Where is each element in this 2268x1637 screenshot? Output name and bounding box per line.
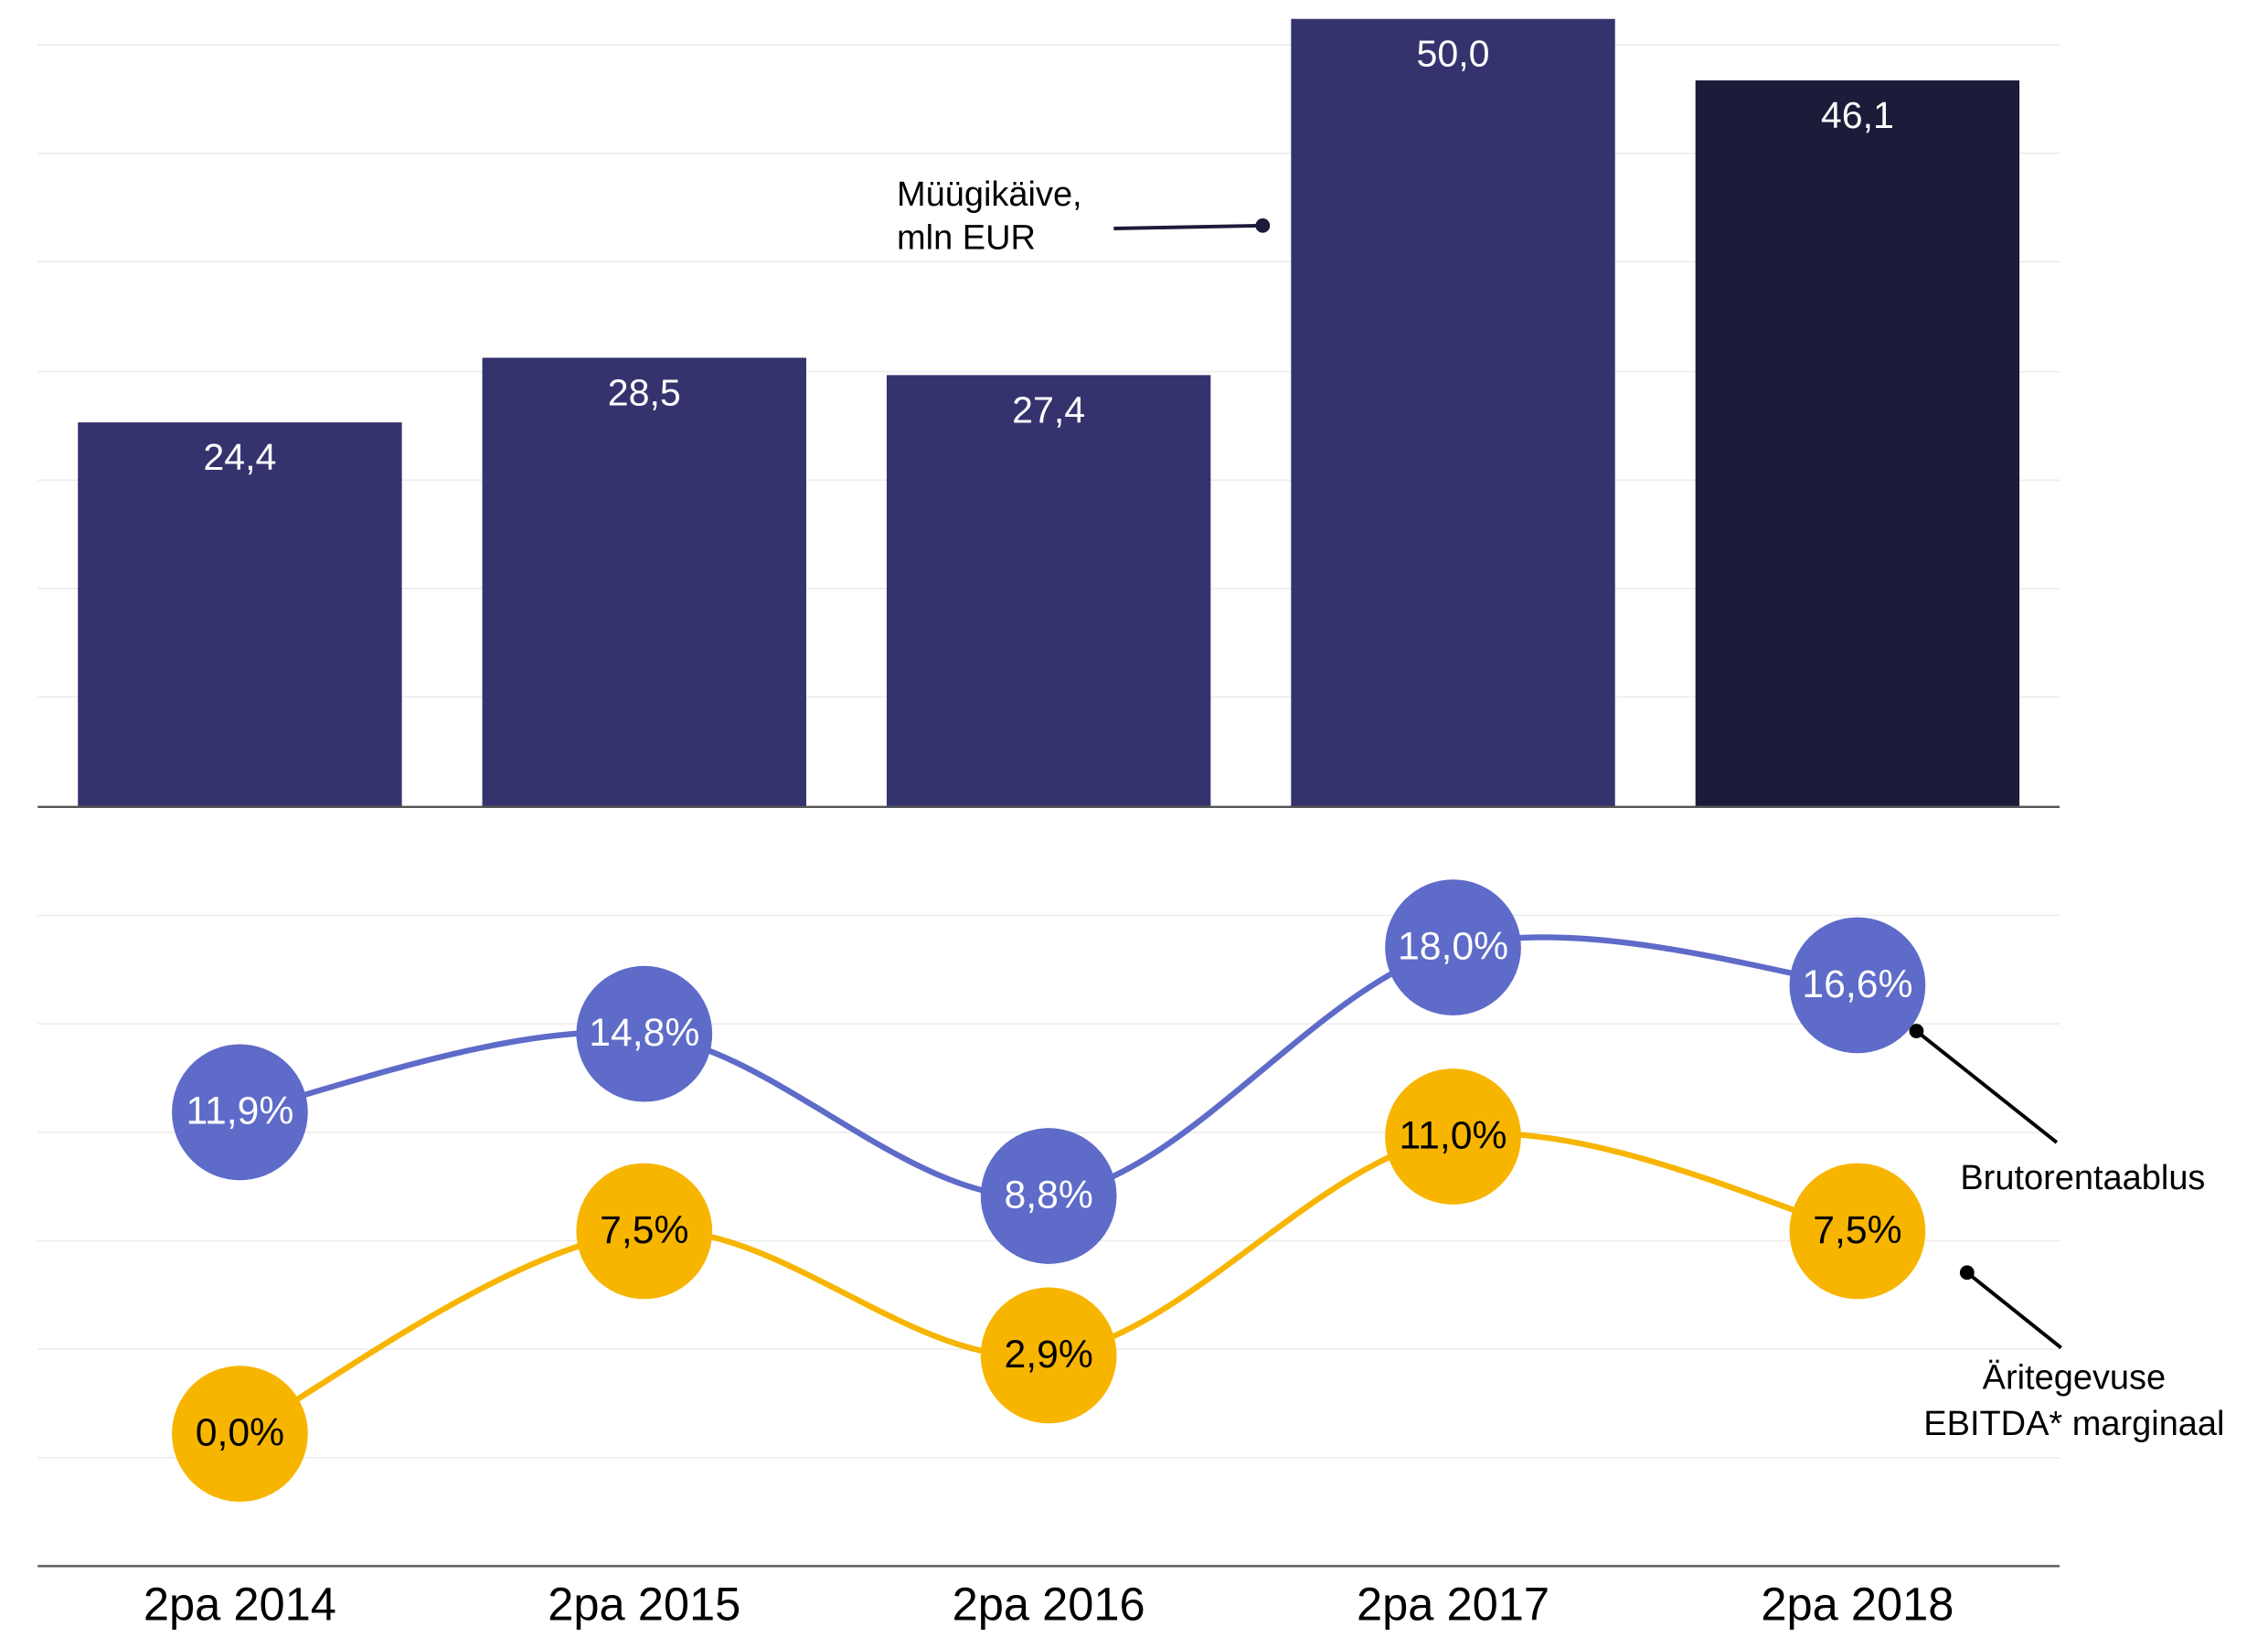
annotation: EBITDA* marginaal	[1923, 1405, 2224, 1443]
data-label: 28,5	[608, 371, 681, 413]
data-label: 11,0%	[1400, 1113, 1507, 1157]
marker	[1789, 917, 1926, 1054]
bar	[886, 375, 1211, 807]
data-label: 46,1	[1821, 94, 1894, 136]
marker	[1385, 879, 1521, 1015]
data-label: 24,4	[203, 436, 276, 478]
marker	[980, 1287, 1117, 1424]
data-label: 8,8%	[1004, 1173, 1092, 1217]
bar	[1291, 18, 1615, 807]
annotation-lines	[1113, 218, 2062, 1350]
data-label: 27,4	[1012, 388, 1085, 431]
data-label: 16,6%	[1802, 962, 1912, 1006]
x-tick-label: 2pa 2017	[1357, 1579, 1549, 1631]
x-tick-label: 2pa 2015	[548, 1579, 740, 1631]
annotation: Äritegevuse	[1983, 1358, 2167, 1397]
data-label: 18,0%	[1398, 924, 1508, 968]
data-label: 14,8%	[589, 1011, 699, 1055]
marker	[1385, 1068, 1521, 1205]
bar	[1695, 80, 2020, 807]
x-tick-label: 2pa 2018	[1761, 1579, 1954, 1631]
bar	[482, 357, 806, 807]
data-label: 7,5%	[1813, 1208, 1901, 1252]
data-label: 11,9%	[186, 1090, 293, 1133]
x-tick-label: 2pa 2014	[144, 1579, 336, 1631]
marker	[1789, 1163, 1926, 1300]
marker	[172, 1044, 308, 1181]
annotation: Brutorentaablus	[1960, 1159, 2205, 1197]
x-tick-label: 2pa 2016	[953, 1579, 1145, 1631]
data-label: 2,9%	[1004, 1333, 1092, 1377]
marker	[980, 1128, 1117, 1264]
bar	[78, 422, 402, 807]
marker	[576, 965, 713, 1102]
annotation: Müügikäive,	[897, 175, 1082, 214]
data-label: 7,5%	[600, 1208, 688, 1252]
marker	[172, 1366, 308, 1502]
data-label: 0,0%	[196, 1410, 284, 1454]
data-label: 50,0	[1417, 33, 1490, 75]
annotation: mln EUR	[897, 219, 1036, 258]
marker	[576, 1163, 713, 1300]
